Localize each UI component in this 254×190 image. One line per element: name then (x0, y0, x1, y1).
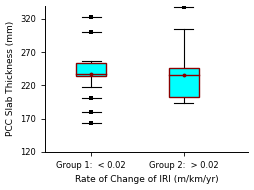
X-axis label: Rate of Change of IRI (m/km/yr): Rate of Change of IRI (m/km/yr) (75, 175, 218, 184)
Bar (169, 68, 199, 97)
Y-axis label: PCC Slab Thickness (mm): PCC Slab Thickness (mm) (6, 21, 14, 136)
Bar (76, 63, 106, 76)
